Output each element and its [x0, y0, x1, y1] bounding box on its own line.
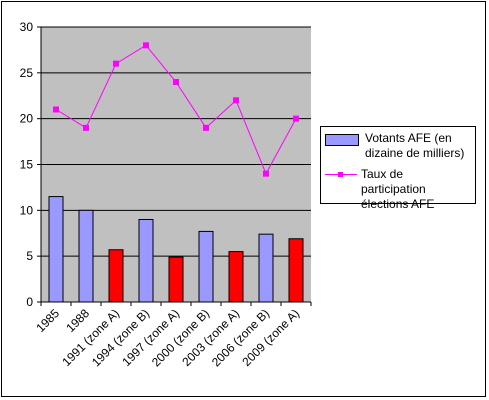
line-marker	[203, 124, 209, 131]
line-marker	[263, 170, 269, 177]
line-marker	[293, 115, 299, 122]
line-marker	[83, 124, 89, 131]
legend-item-taux: Taux de participation élections AFE	[325, 167, 471, 212]
axes	[40, 27, 312, 306]
y-tick-label: 20	[20, 112, 34, 126]
bar	[198, 230, 214, 303]
bar	[138, 219, 154, 303]
bar	[288, 238, 304, 303]
line-marker	[173, 79, 179, 85]
y-tick-label: 30	[20, 20, 34, 34]
y-tick-label: 5	[26, 249, 33, 263]
bar	[168, 256, 184, 303]
y-tick-label: 15	[20, 158, 34, 172]
y-tick-label: 10	[20, 203, 34, 217]
line-marker	[113, 60, 119, 67]
y-tick-labels: 0 5 10 15 20 25 30	[20, 20, 34, 309]
bar	[78, 209, 94, 303]
line-series	[53, 42, 299, 177]
legend: Votants AFE (en dizaine de milliers) Tau…	[320, 126, 476, 211]
line-marker	[233, 97, 239, 104]
y-tick-label: 25	[20, 66, 34, 80]
legend-key-votants	[325, 134, 359, 146]
bar	[108, 249, 124, 303]
bar	[48, 196, 64, 303]
legend-item-votants: Votants AFE (en dizaine de milliers)	[325, 131, 471, 161]
x-tick-label: 1985	[33, 306, 62, 335]
bar-series	[48, 196, 304, 303]
legend-label-taux: Taux de participation élections AFE	[361, 167, 435, 211]
legend-label-votants: Votants AFE (en dizaine de milliers)	[365, 131, 465, 160]
y-tick-label: 0	[26, 295, 33, 309]
bar	[228, 251, 244, 303]
bar	[258, 233, 274, 303]
line-marker	[143, 42, 149, 49]
line-marker	[53, 106, 59, 113]
legend-key-taux	[325, 168, 357, 182]
